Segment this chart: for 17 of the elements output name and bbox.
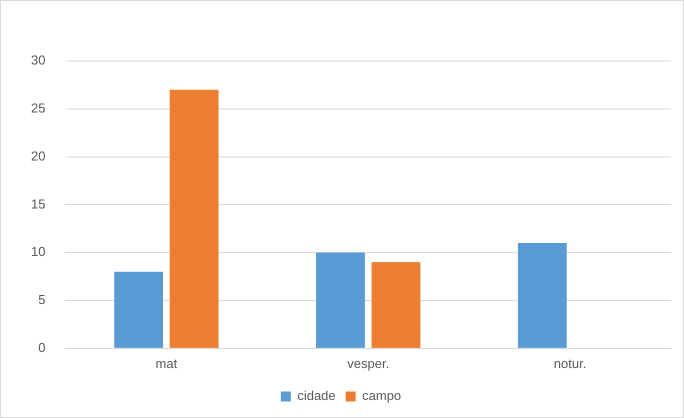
y-tick-label: 15: [30, 196, 46, 212]
x-tick-label: mat: [156, 356, 178, 371]
y-tick-label: 10: [30, 244, 46, 260]
x-tick-label: notur.: [554, 356, 586, 371]
x-tick-label: vesper.: [347, 356, 390, 371]
legend-label: campo: [362, 388, 402, 404]
bar: [316, 252, 365, 348]
legend-label: cidade: [297, 388, 336, 404]
bar: [372, 262, 420, 348]
y-tick-label: 5: [38, 292, 46, 308]
bar: [114, 272, 164, 348]
y-tick-label: 20: [30, 148, 46, 164]
y-tick-label: 30: [30, 52, 46, 68]
bar: [518, 243, 567, 348]
y-tick-label: 25: [30, 100, 46, 116]
y-tick-label: 0: [38, 340, 46, 355]
bar: [170, 90, 219, 348]
